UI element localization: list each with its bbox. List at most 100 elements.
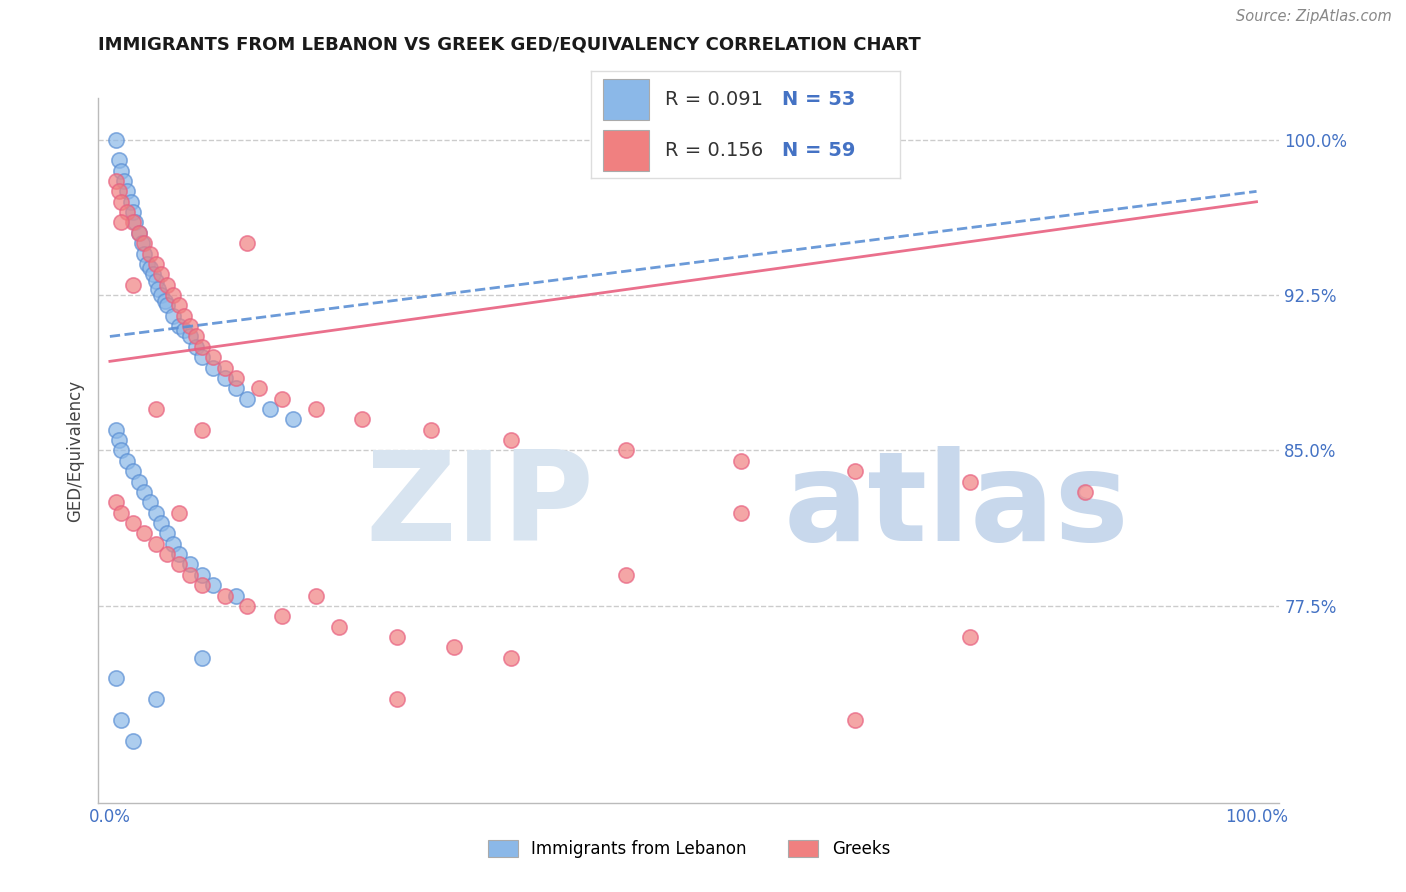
Point <box>145 692 167 706</box>
Point <box>139 495 162 509</box>
Point <box>214 371 236 385</box>
Point <box>121 215 143 229</box>
Point <box>156 298 179 312</box>
Point <box>236 392 259 406</box>
FancyBboxPatch shape <box>603 78 650 120</box>
Point <box>730 454 752 468</box>
Point <box>328 619 350 633</box>
Text: ZIP: ZIP <box>366 446 595 567</box>
Point <box>501 650 523 665</box>
Point <box>614 443 637 458</box>
Point <box>108 433 131 447</box>
Point <box>420 423 443 437</box>
Point <box>134 484 156 499</box>
Point <box>104 423 127 437</box>
Point <box>139 261 162 276</box>
Text: R = 0.091: R = 0.091 <box>665 90 763 109</box>
Point <box>730 506 752 520</box>
Point <box>352 412 374 426</box>
Text: atlas: atlas <box>783 446 1129 567</box>
Point <box>104 495 127 509</box>
Point <box>153 294 176 309</box>
Point <box>162 309 184 323</box>
Point <box>110 443 132 458</box>
Point <box>202 360 225 375</box>
Point <box>142 267 165 281</box>
Point <box>259 402 281 417</box>
Point <box>110 506 132 520</box>
Point <box>156 277 179 292</box>
Point <box>959 630 981 644</box>
Point <box>179 329 201 343</box>
Point <box>236 236 259 251</box>
Point <box>214 360 236 375</box>
Point <box>959 475 981 489</box>
Point <box>202 578 225 592</box>
Point <box>247 381 270 395</box>
Point <box>110 215 132 229</box>
Point <box>135 257 157 271</box>
Point <box>202 350 225 364</box>
Text: Source: ZipAtlas.com: Source: ZipAtlas.com <box>1236 9 1392 24</box>
Point <box>145 273 167 287</box>
Point <box>150 288 173 302</box>
Legend: Immigrants from Lebanon, Greeks: Immigrants from Lebanon, Greeks <box>481 833 897 865</box>
Text: N = 59: N = 59 <box>782 141 856 160</box>
Point <box>184 340 207 354</box>
Point <box>115 454 138 468</box>
Point <box>283 412 305 426</box>
Point <box>173 309 195 323</box>
Point <box>305 589 328 603</box>
Point <box>225 381 247 395</box>
Point <box>190 340 212 354</box>
Point <box>214 589 236 603</box>
Point <box>614 567 637 582</box>
Point <box>167 319 190 334</box>
FancyBboxPatch shape <box>603 130 650 171</box>
Point <box>145 402 167 417</box>
Point <box>225 371 247 385</box>
Point <box>104 672 127 686</box>
Point <box>167 547 190 561</box>
Point <box>120 194 142 209</box>
Point <box>131 236 153 251</box>
Point <box>145 257 167 271</box>
Point <box>385 630 408 644</box>
Point <box>190 350 212 364</box>
Point <box>145 537 167 551</box>
Point <box>139 246 162 260</box>
Text: R = 0.156: R = 0.156 <box>665 141 763 160</box>
Point <box>108 185 131 199</box>
Point <box>167 558 190 572</box>
Point <box>385 692 408 706</box>
Point <box>190 650 212 665</box>
Point <box>134 526 156 541</box>
Point <box>115 205 138 219</box>
Point <box>225 589 247 603</box>
Point <box>128 226 150 240</box>
Point <box>844 464 866 478</box>
Point <box>179 567 201 582</box>
Point <box>150 516 173 530</box>
Text: N = 53: N = 53 <box>782 90 856 109</box>
Point <box>1073 484 1095 499</box>
Point <box>179 319 201 334</box>
Point <box>121 205 143 219</box>
Point <box>190 567 212 582</box>
Point <box>270 392 292 406</box>
Point <box>110 713 132 727</box>
Point <box>128 475 150 489</box>
Point <box>179 558 201 572</box>
Point <box>173 323 195 337</box>
Point <box>156 547 179 561</box>
Point <box>156 526 179 541</box>
Point <box>443 640 465 655</box>
Point <box>104 132 127 146</box>
Point <box>162 537 184 551</box>
Point <box>162 288 184 302</box>
Point <box>121 516 143 530</box>
Point <box>108 153 131 168</box>
Point <box>121 277 143 292</box>
Point <box>121 733 143 747</box>
Point <box>305 402 328 417</box>
